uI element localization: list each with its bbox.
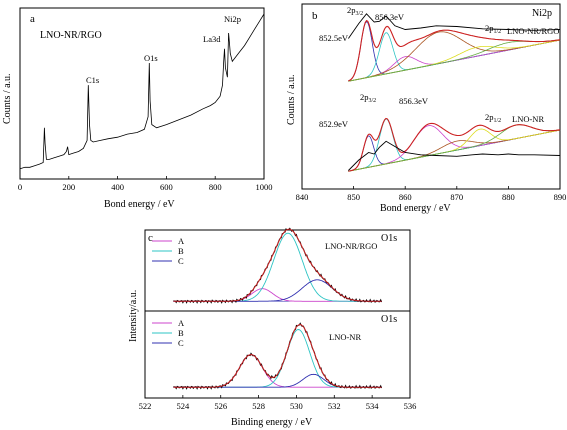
panel-c-upper-title: O1s xyxy=(381,233,397,244)
panel-c-frame xyxy=(144,229,411,399)
panel-c-tick-label-532: 532 xyxy=(328,401,341,411)
annotation-la3d: La3d xyxy=(203,34,221,44)
panel-a-frame xyxy=(19,7,265,180)
panel-b-lower-data-line xyxy=(348,140,561,171)
legend-b-label-upper: B xyxy=(178,246,184,256)
panel-a-x-axis-label: Bond energy / eV xyxy=(104,199,175,210)
panel-c-legend-upper: A B C xyxy=(152,236,185,266)
panel-c-legend-lower: A B C xyxy=(152,318,185,348)
panel-c-letter: c xyxy=(148,232,153,244)
annotation-852-5ev: 852.5eV xyxy=(319,33,349,43)
annotation-o1s: O1s xyxy=(144,53,158,63)
lower-2p12-sub: 1/2 xyxy=(494,118,502,124)
panel-b-lower-spectrum xyxy=(348,117,561,172)
annotation-upper-sample: LNO-NR/RGO xyxy=(507,26,559,36)
panel-b-upper-data-line xyxy=(348,13,561,39)
annotation-upper-2p32: 2p3/2 xyxy=(347,5,363,17)
panel-c-lower-sample: LNO-NR xyxy=(329,332,361,342)
panel-a-tick-label-400: 400 xyxy=(111,182,124,192)
panel-c: c A B C A B C O1s LNO-NR/RGO O1s LNO-NR … xyxy=(128,227,417,428)
panel-b: b Ni2p 840 850 860 870 880 890 852.5eV 2p3/2 … xyxy=(286,3,567,214)
annotation-c1s: C1s xyxy=(86,75,99,85)
panel-b-upper-fit-envelope xyxy=(348,19,561,82)
lower-2p32-main: 2p xyxy=(360,92,369,102)
panel-b-tick-label-880: 880 xyxy=(502,192,515,202)
panel-a-y-axis-label: Counts / a.u. xyxy=(2,73,13,124)
panel-a-tick-label-600: 600 xyxy=(160,182,173,192)
panel-c-x-axis-label: Binding energy / eV xyxy=(231,417,313,428)
upper-2p12-sub: 1/2 xyxy=(494,29,502,35)
legend-c-label-lower: C xyxy=(178,338,184,348)
annotation-lower-sample: LNO-NR xyxy=(512,114,544,124)
annotation-lower-2p32: 2p3/2 xyxy=(360,92,376,104)
panel-c-lower-peak-a xyxy=(173,354,382,388)
annotation-ni2p: Ni2p xyxy=(224,14,241,24)
panel-c-upper-spectrum xyxy=(173,227,383,304)
panel-c-upper-peak-c xyxy=(173,279,382,302)
survey-spectrum-line xyxy=(19,13,265,170)
panel-c-lower-spectrum xyxy=(173,322,383,390)
lower-2p32-sub: 3/2 xyxy=(369,98,377,104)
legend-b-label-lower: B xyxy=(178,328,184,338)
annotation-lower-856-3ev: 856.3eV xyxy=(399,96,429,106)
panel-c-tick-label-536: 536 xyxy=(404,401,417,411)
panel-c-upper-fit-envelope xyxy=(173,228,382,302)
panel-c-y-axis-label: Intensity/a.u. xyxy=(128,290,139,342)
panel-b-tick-label-890: 890 xyxy=(554,192,567,202)
panel-b-tick-label-860: 860 xyxy=(399,192,412,202)
panel-b-letter: b xyxy=(312,10,318,22)
panel-b-upper-spectrum xyxy=(348,13,561,82)
panel-b-y-axis-label: Counts / a.u. xyxy=(286,74,297,125)
panel-c-tick-label-534: 534 xyxy=(366,401,380,411)
panel-c-tick-label-526: 526 xyxy=(214,401,227,411)
panel-a-tick-label-0: 0 xyxy=(18,182,22,192)
panel-a-tick-label-200: 200 xyxy=(62,182,75,192)
panel-c-tick-label-522: 522 xyxy=(139,401,152,411)
legend-a-label-upper: A xyxy=(178,236,185,246)
annotation-lower-2p12: 2p1/2 xyxy=(485,112,501,124)
annotation-upper-2p12: 2p1/2 xyxy=(485,23,501,35)
panel-b-lower-fit-envelope xyxy=(348,117,561,172)
panel-b-x-axis-label: Bond energy / eV xyxy=(380,203,451,214)
panel-c-tick-label-530: 530 xyxy=(290,401,303,411)
annotation-upper-856-3ev: 856.3eV xyxy=(375,12,405,22)
panel-c-upper-sample: LNO-NR/RGO xyxy=(325,241,377,251)
panel-c-tick-label-524: 524 xyxy=(176,401,190,411)
upper-2p12-main: 2p xyxy=(485,23,494,33)
panel-a-tick-label-800: 800 xyxy=(209,182,222,192)
panel-a-letter: a xyxy=(30,13,35,25)
panel-c-x-ticks: 522 524 526 528 530 532 534 536 xyxy=(139,395,417,411)
panel-b-tick-label-840: 840 xyxy=(296,192,309,202)
annotation-852-9ev: 852.9eV xyxy=(319,119,349,129)
panel-a-title: LNO-NR/RGO xyxy=(40,30,102,41)
lower-2p12-main: 2p xyxy=(485,112,494,122)
panel-a-x-ticks: 0 200 400 600 800 1000 xyxy=(18,176,273,192)
upper-2p32-sub: 3/2 xyxy=(356,11,364,17)
panel-c-lower-fit-envelope xyxy=(173,323,382,388)
panel-c-upper-data-line xyxy=(173,227,383,304)
panel-c-tick-label-528: 528 xyxy=(252,401,265,411)
legend-c-label-upper: C xyxy=(178,256,184,266)
panel-c-lower-title: O1s xyxy=(381,314,397,325)
panel-b-frame xyxy=(301,3,561,190)
legend-a-label-lower: A xyxy=(178,318,185,328)
panel-b-tick-label-850: 850 xyxy=(347,192,360,202)
panel-b-title: Ni2p xyxy=(532,8,552,19)
panel-b-tick-label-870: 870 xyxy=(450,192,463,202)
panel-b-x-ticks: 840 850 860 870 880 890 xyxy=(296,186,567,202)
panel-a-tick-label-1000: 1000 xyxy=(256,182,273,192)
panel-a: a LNO-NR/RGO 0 200 400 600 800 1000 C1s O1s L… xyxy=(2,7,273,210)
upper-2p32-main: 2p xyxy=(347,5,356,15)
